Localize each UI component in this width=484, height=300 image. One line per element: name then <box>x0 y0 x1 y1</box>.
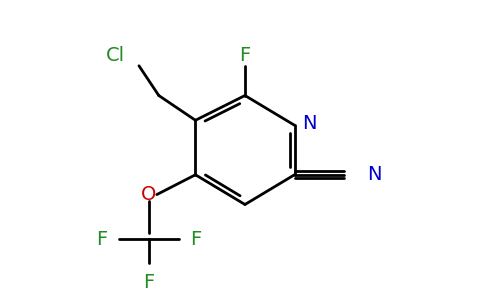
Text: O: O <box>141 185 156 204</box>
Text: F: F <box>96 230 107 249</box>
Text: N: N <box>302 114 317 133</box>
Text: N: N <box>367 165 381 184</box>
Text: F: F <box>143 273 154 292</box>
Text: F: F <box>191 230 202 249</box>
Text: Cl: Cl <box>106 46 125 65</box>
Text: F: F <box>240 46 251 65</box>
